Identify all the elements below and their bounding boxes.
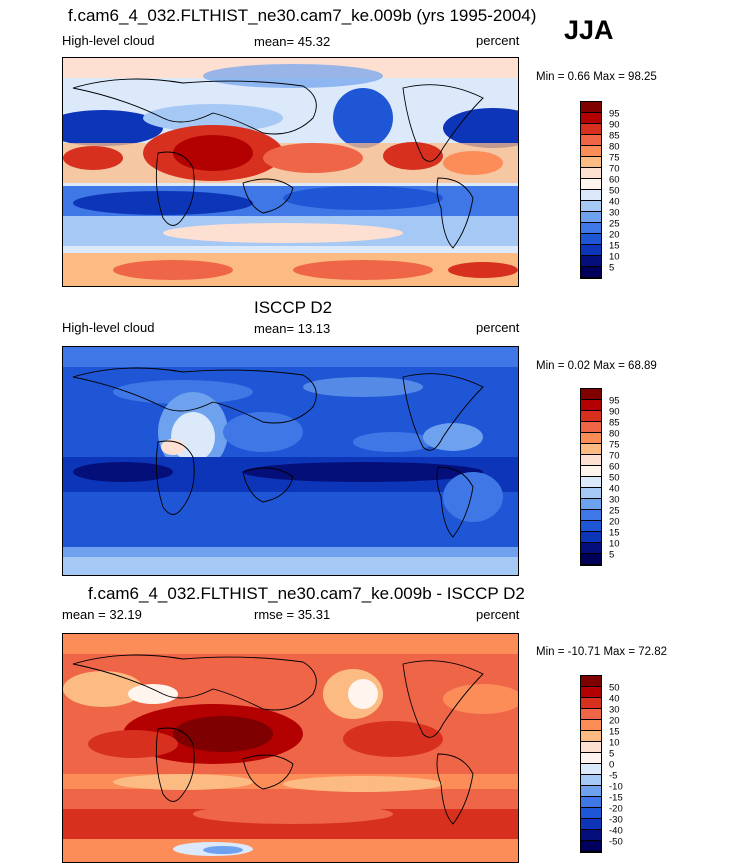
colorbar-tick: 80: [609, 428, 620, 440]
panel1-title: f.cam6_4_032.FLTHIST_ne30.cam7_ke.009b (…: [68, 6, 537, 25]
colorbar-tick: 10: [609, 251, 620, 263]
panel2-units-label: percent: [476, 320, 520, 335]
panel1-variable-label: High-level cloud: [62, 33, 155, 48]
colorbar-tick: 95: [609, 108, 620, 120]
colorbar-tick: 15: [609, 240, 620, 252]
season-label: JJA: [564, 15, 614, 45]
panel1-units-label: percent: [476, 33, 520, 48]
colorbar-tick: 5: [609, 262, 615, 274]
panel3-field: [63, 634, 518, 862]
panel2-map: [62, 346, 519, 576]
panel2-colorbar: 95 90 85 80 75 70 60 50 40 30 25 20 15 1…: [580, 388, 620, 566]
colorbar-tick: 10: [609, 538, 620, 550]
colorbar-tick: 95: [609, 395, 620, 407]
colorbar-tick: 10: [609, 737, 620, 749]
colorbar-tick: 60: [609, 461, 620, 473]
panel1-colorbar: 95 90 85 80 75 70 60 50 40 30 25 20 15 1…: [580, 101, 620, 279]
colorbar-tick: 30: [609, 494, 620, 506]
panel1-mean-label: mean= 45.32: [254, 34, 331, 49]
colorbar-tick: 80: [609, 141, 620, 153]
panel3-minmax: Min = -10.71 Max = 72.82: [536, 646, 668, 658]
colorbar-tick: 5: [609, 549, 615, 561]
colorbar-tick: -40: [609, 825, 623, 837]
colorbar-tick: 75: [609, 152, 620, 164]
colorbar-tick: 0: [609, 759, 615, 771]
panel3-rmse-label: rmse = 35.31: [254, 607, 331, 622]
panel3-units-label: percent: [476, 607, 520, 622]
colorbar-tick: -5: [609, 770, 618, 782]
colorbar-tick: 90: [609, 406, 620, 418]
panel3-title: f.cam6_4_032.FLTHIST_ne30.cam7_ke.009b -…: [88, 584, 525, 603]
colorbar-tick: 30: [609, 704, 620, 716]
panel2-variable-label: High-level cloud: [62, 320, 155, 335]
colorbar-tick: 70: [609, 163, 620, 175]
colorbar-tick: 20: [609, 715, 620, 727]
colorbar-tick: -20: [609, 803, 623, 815]
colorbar-tick: 50: [609, 185, 620, 197]
colorbar-tick: 5: [609, 748, 615, 760]
colorbar-tick: 20: [609, 229, 620, 241]
colorbar-tick: 60: [609, 174, 620, 186]
colorbar-tick: -30: [609, 814, 623, 826]
colorbar-tick: 25: [609, 218, 620, 230]
colorbar-tick: 40: [609, 693, 620, 705]
colorbar-tick: 75: [609, 439, 620, 451]
colorbar-tick: 70: [609, 450, 620, 462]
colorbar-tick: 25: [609, 505, 620, 517]
panel3-mean-label: mean = 32.19: [62, 607, 142, 622]
panel3-colorbar: 50 40 30 20 15 10 5 0 -5 -10 -15 -20 -30…: [580, 675, 623, 853]
colorbar-tick: -15: [609, 792, 623, 804]
colorbar-tick: 40: [609, 196, 620, 208]
panel2-title: ISCCP D2: [254, 298, 333, 317]
colorbar-tick: 20: [609, 516, 620, 528]
panel1-minmax: Min = 0.66 Max = 98.25: [536, 71, 657, 83]
colorbar-tick: -50: [609, 836, 623, 848]
panel2-field: [63, 347, 518, 575]
colorbar-tick: 50: [609, 682, 620, 694]
panel2-mean-label: mean= 13.13: [254, 321, 331, 336]
colorbar-tick: 40: [609, 483, 620, 495]
colorbar-tick: 50: [609, 472, 620, 484]
colorbar-tick: -10: [609, 781, 623, 793]
panel1-map: [62, 57, 519, 287]
panel2-minmax: Min = 0.02 Max = 68.89: [536, 360, 657, 372]
panel3-map: [62, 633, 519, 863]
colorbar-tick: 15: [609, 726, 620, 738]
colorbar-tick: 85: [609, 130, 620, 142]
colorbar-tick: 30: [609, 207, 620, 219]
colorbar-tick: 90: [609, 119, 620, 131]
panel1-field: [63, 58, 518, 286]
colorbar-tick: 85: [609, 417, 620, 429]
colorbar-tick: 15: [609, 527, 620, 539]
